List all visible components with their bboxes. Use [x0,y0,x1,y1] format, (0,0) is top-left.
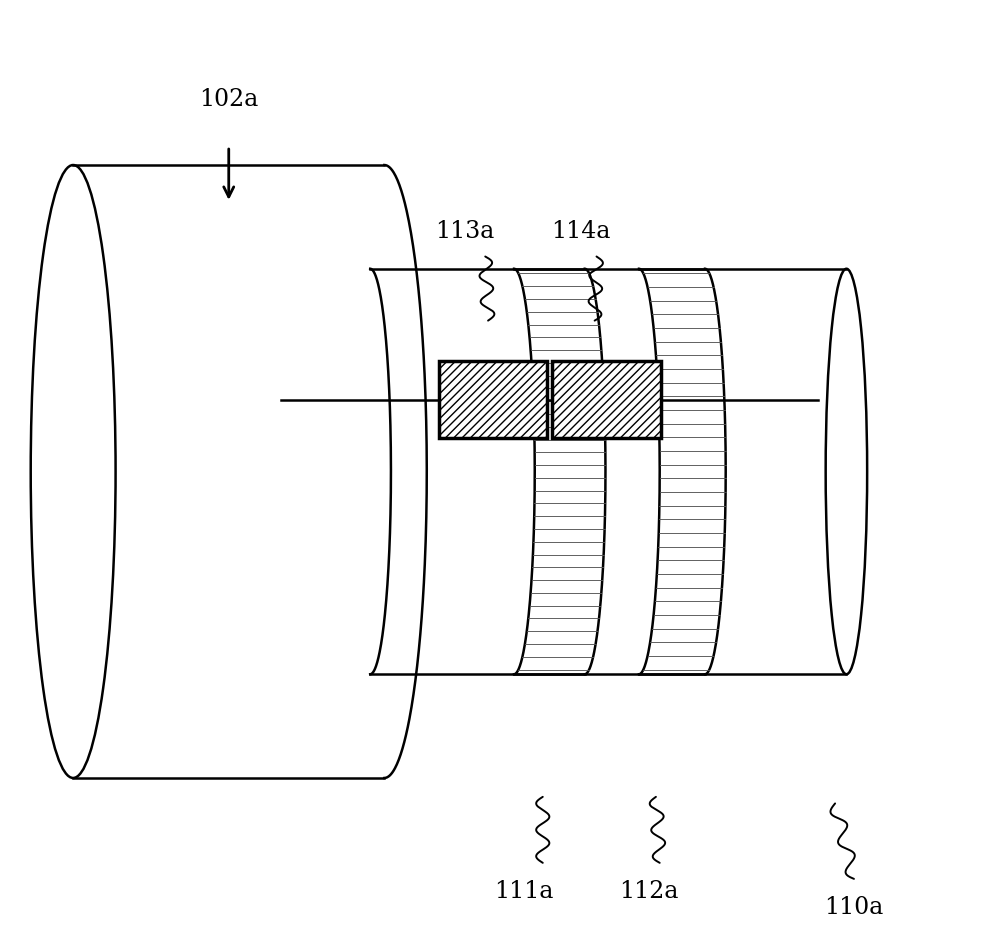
Text: 102a: 102a [199,88,258,110]
Bar [438,361,547,438]
Text: 112a: 112a [618,880,677,902]
Text: 111a: 111a [494,880,553,902]
Bar [552,361,660,438]
Text: 110a: 110a [823,896,883,918]
Text: 113a: 113a [434,220,494,242]
Text: 114a: 114a [551,220,609,242]
